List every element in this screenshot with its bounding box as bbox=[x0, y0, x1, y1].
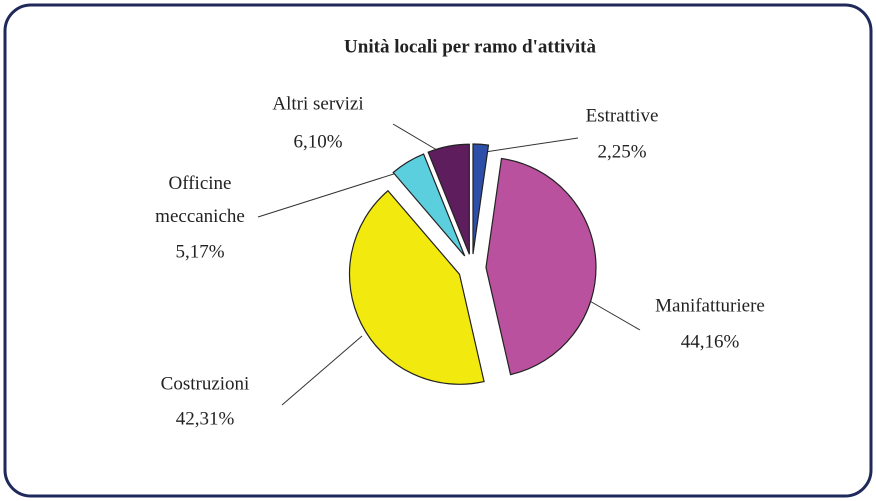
leader-line bbox=[484, 137, 579, 153]
slice-value-label: 42,31% bbox=[176, 408, 235, 429]
pie-slice bbox=[485, 157, 597, 376]
chart-title: Unità locali per ramo d'attività bbox=[344, 36, 596, 57]
slice-value-label: 2,25% bbox=[597, 141, 646, 162]
slice-label: Estrattive bbox=[586, 105, 659, 126]
leader-line bbox=[281, 335, 363, 406]
leader-line bbox=[587, 299, 641, 331]
slice-value-label: 5,17% bbox=[175, 241, 224, 262]
pie-slice bbox=[472, 143, 490, 255]
pie-slice bbox=[348, 189, 485, 385]
slice-value-label: 6,10% bbox=[293, 131, 342, 152]
slice-label: Altri servizi bbox=[272, 93, 363, 114]
slice-label: Manifatturiere bbox=[655, 295, 765, 316]
slice-label: Costruzioni bbox=[161, 373, 250, 394]
leader-lines bbox=[257, 123, 641, 406]
leader-line bbox=[392, 123, 443, 154]
slice-value-label: 44,16% bbox=[681, 331, 740, 352]
pie-slice bbox=[392, 153, 466, 257]
leader-line bbox=[257, 171, 401, 218]
slice-label: Officine meccaniche bbox=[155, 173, 245, 227]
pie-slice bbox=[427, 143, 470, 255]
